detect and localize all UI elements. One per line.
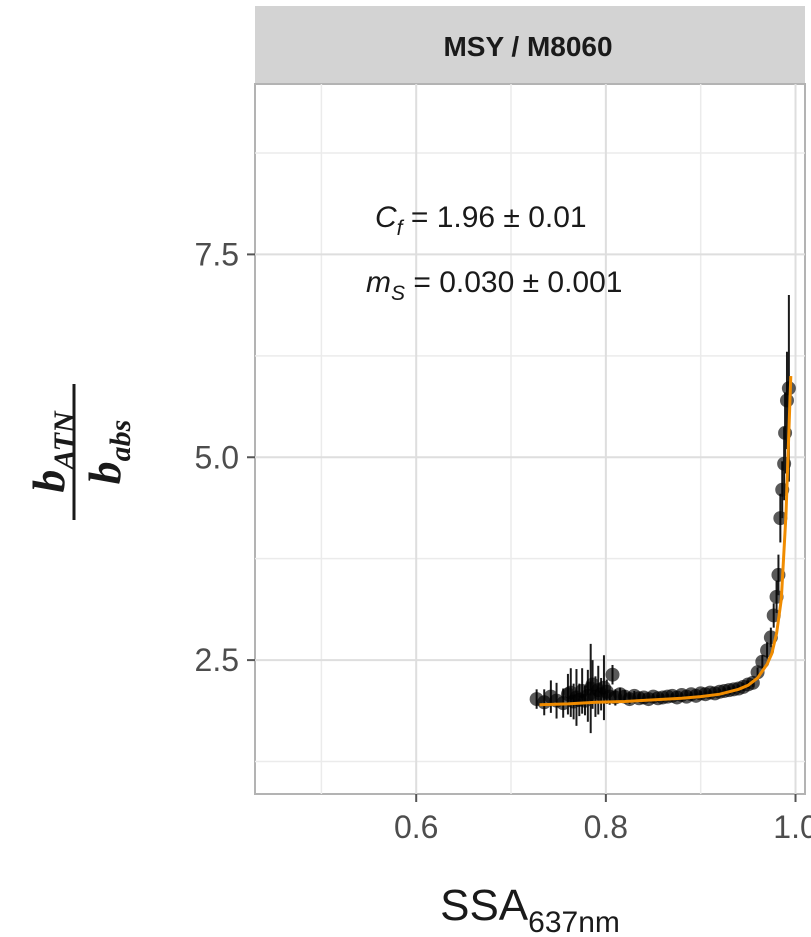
y-tick-label: 7.5 xyxy=(195,236,239,272)
plot-panel xyxy=(254,83,806,795)
annotation-cf-symbol: C xyxy=(375,201,397,234)
annotation-ms: mS = 0.030 ± 0.001 xyxy=(366,266,623,305)
y-axis-label-numerator: bATN xyxy=(23,410,81,493)
data-point xyxy=(750,665,765,680)
x-tick-label: 1.0 xyxy=(773,809,811,845)
annotation-cf: Cf = 1.96 ± 0.01 xyxy=(375,201,587,240)
y-axis-label-numerator-main: b xyxy=(23,470,74,493)
annotation-ms-text: = 0.030 ± 0.001 xyxy=(405,266,622,299)
annotation-cf-subscript: f xyxy=(397,217,405,240)
data-point xyxy=(779,393,794,408)
y-tick-label: 2.5 xyxy=(195,642,239,678)
y-axis-label-denominator-sub: abs xyxy=(104,420,137,462)
grid xyxy=(255,84,805,794)
x-tick-label: 0.6 xyxy=(394,809,438,845)
y-axis-label-denominator: babs xyxy=(79,420,137,485)
y-tick-label: 5.0 xyxy=(195,439,239,475)
x-axis-label: SSA637nm xyxy=(440,881,620,937)
x-tick-label: 0.8 xyxy=(584,809,628,845)
fit-curve xyxy=(539,376,793,707)
y-axis-label-numerator-sub: ATN xyxy=(48,410,81,472)
x-axis: 0.6 0.8 1.0 xyxy=(394,794,811,845)
y-axis-label: bATN babs xyxy=(23,384,137,520)
data-point xyxy=(605,667,620,682)
x-axis-label-subscript: 637nm xyxy=(528,906,620,937)
x-axis-label-main: SSA xyxy=(440,881,529,930)
annotation-ms-symbol: m xyxy=(366,266,391,299)
data-point xyxy=(773,511,788,526)
y-axis: 2.5 5.0 7.5 xyxy=(195,236,255,678)
y-axis-label-denominator-main: b xyxy=(79,461,130,484)
facet-strip xyxy=(255,6,805,84)
facet-title: MSY / M8060 xyxy=(443,31,612,62)
annotation-cf-text: = 1.96 ± 0.01 xyxy=(403,201,587,234)
annotation-ms-subscript: S xyxy=(391,282,405,305)
